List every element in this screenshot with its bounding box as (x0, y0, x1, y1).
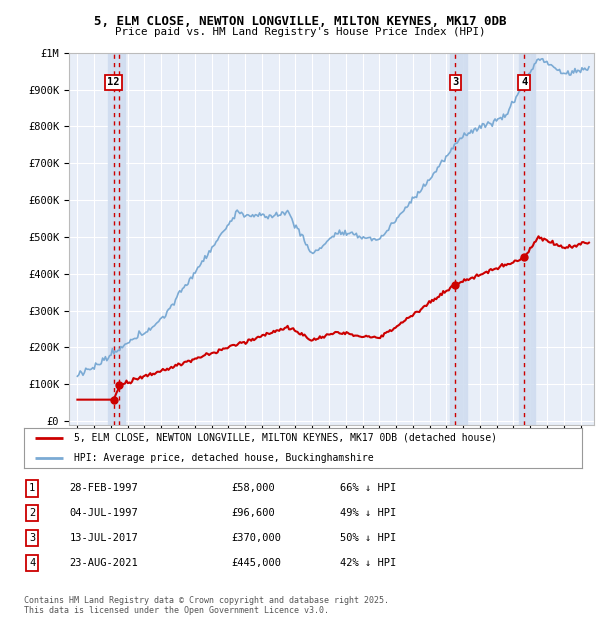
Text: 5, ELM CLOSE, NEWTON LONGVILLE, MILTON KEYNES, MK17 0DB: 5, ELM CLOSE, NEWTON LONGVILLE, MILTON K… (94, 16, 506, 28)
Text: 1: 1 (29, 484, 35, 494)
Text: 5, ELM CLOSE, NEWTON LONGVILLE, MILTON KEYNES, MK17 0DB (detached house): 5, ELM CLOSE, NEWTON LONGVILLE, MILTON K… (74, 433, 497, 443)
Text: Price paid vs. HM Land Registry's House Price Index (HPI): Price paid vs. HM Land Registry's House … (115, 27, 485, 37)
Text: 23-AUG-2021: 23-AUG-2021 (70, 558, 139, 569)
Text: 42% ↓ HPI: 42% ↓ HPI (340, 558, 397, 569)
Bar (518, 53, 535, 425)
Text: 50% ↓ HPI: 50% ↓ HPI (340, 533, 397, 543)
Text: 3: 3 (29, 533, 35, 543)
Text: 2: 2 (29, 508, 35, 518)
Text: £370,000: £370,000 (231, 533, 281, 543)
Text: £445,000: £445,000 (231, 558, 281, 569)
Text: £96,600: £96,600 (231, 508, 275, 518)
Text: 66% ↓ HPI: 66% ↓ HPI (340, 484, 397, 494)
Text: 28-FEB-1997: 28-FEB-1997 (70, 484, 139, 494)
Text: £58,000: £58,000 (231, 484, 275, 494)
Text: HPI: Average price, detached house, Buckinghamshire: HPI: Average price, detached house, Buck… (74, 453, 374, 463)
Text: 49% ↓ HPI: 49% ↓ HPI (340, 508, 397, 518)
Text: 04-JUL-1997: 04-JUL-1997 (70, 508, 139, 518)
Text: 13-JUL-2017: 13-JUL-2017 (70, 533, 139, 543)
Text: 4: 4 (521, 77, 527, 87)
Text: 12: 12 (107, 77, 120, 87)
Text: 3: 3 (452, 77, 458, 87)
Bar (108, 53, 125, 425)
Text: 4: 4 (29, 558, 35, 569)
Bar (450, 53, 467, 425)
Text: Contains HM Land Registry data © Crown copyright and database right 2025.
This d: Contains HM Land Registry data © Crown c… (24, 596, 389, 615)
